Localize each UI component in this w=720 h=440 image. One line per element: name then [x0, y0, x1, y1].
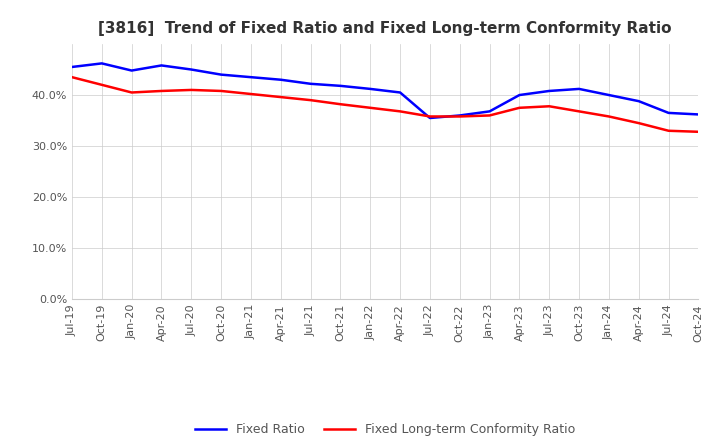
Fixed Ratio: [336, 83, 345, 88]
Title: [3816]  Trend of Fixed Ratio and Fixed Long-term Conformity Ratio: [3816] Trend of Fixed Ratio and Fixed Lo…: [99, 21, 672, 36]
Line: Fixed Long-term Conformity Ratio: Fixed Long-term Conformity Ratio: [72, 77, 698, 132]
Fixed Long-term Conformity Ratio: [336, 102, 345, 107]
Fixed Long-term Conformity Ratio: [306, 98, 315, 103]
Fixed Long-term Conformity Ratio: [366, 105, 374, 110]
Fixed Ratio: [276, 77, 285, 82]
Fixed Long-term Conformity Ratio: [456, 114, 464, 119]
Fixed Long-term Conformity Ratio: [575, 109, 583, 114]
Fixed Ratio: [97, 61, 106, 66]
Fixed Long-term Conformity Ratio: [276, 95, 285, 100]
Line: Fixed Ratio: Fixed Ratio: [72, 63, 698, 118]
Fixed Ratio: [665, 110, 673, 116]
Fixed Ratio: [485, 109, 494, 114]
Fixed Ratio: [575, 86, 583, 92]
Fixed Ratio: [515, 92, 523, 98]
Legend: Fixed Ratio, Fixed Long-term Conformity Ratio: Fixed Ratio, Fixed Long-term Conformity …: [190, 418, 580, 440]
Fixed Ratio: [217, 72, 225, 77]
Fixed Ratio: [157, 63, 166, 68]
Fixed Ratio: [247, 74, 256, 80]
Fixed Long-term Conformity Ratio: [157, 88, 166, 94]
Fixed Long-term Conformity Ratio: [665, 128, 673, 133]
Fixed Ratio: [396, 90, 405, 95]
Fixed Long-term Conformity Ratio: [68, 74, 76, 80]
Fixed Ratio: [306, 81, 315, 86]
Fixed Long-term Conformity Ratio: [426, 114, 434, 119]
Fixed Ratio: [694, 112, 703, 117]
Fixed Ratio: [127, 68, 136, 73]
Fixed Ratio: [426, 115, 434, 121]
Fixed Ratio: [545, 88, 554, 94]
Fixed Long-term Conformity Ratio: [127, 90, 136, 95]
Fixed Long-term Conformity Ratio: [247, 92, 256, 97]
Fixed Ratio: [68, 64, 76, 70]
Fixed Long-term Conformity Ratio: [545, 104, 554, 109]
Fixed Long-term Conformity Ratio: [694, 129, 703, 135]
Fixed Long-term Conformity Ratio: [515, 105, 523, 110]
Fixed Ratio: [366, 86, 374, 92]
Fixed Long-term Conformity Ratio: [396, 109, 405, 114]
Fixed Long-term Conformity Ratio: [217, 88, 225, 94]
Fixed Long-term Conformity Ratio: [605, 114, 613, 119]
Fixed Long-term Conformity Ratio: [634, 121, 643, 126]
Fixed Ratio: [187, 67, 196, 72]
Fixed Long-term Conformity Ratio: [97, 82, 106, 88]
Fixed Long-term Conformity Ratio: [187, 87, 196, 92]
Fixed Ratio: [634, 99, 643, 104]
Fixed Ratio: [605, 92, 613, 98]
Fixed Ratio: [456, 113, 464, 118]
Fixed Long-term Conformity Ratio: [485, 113, 494, 118]
